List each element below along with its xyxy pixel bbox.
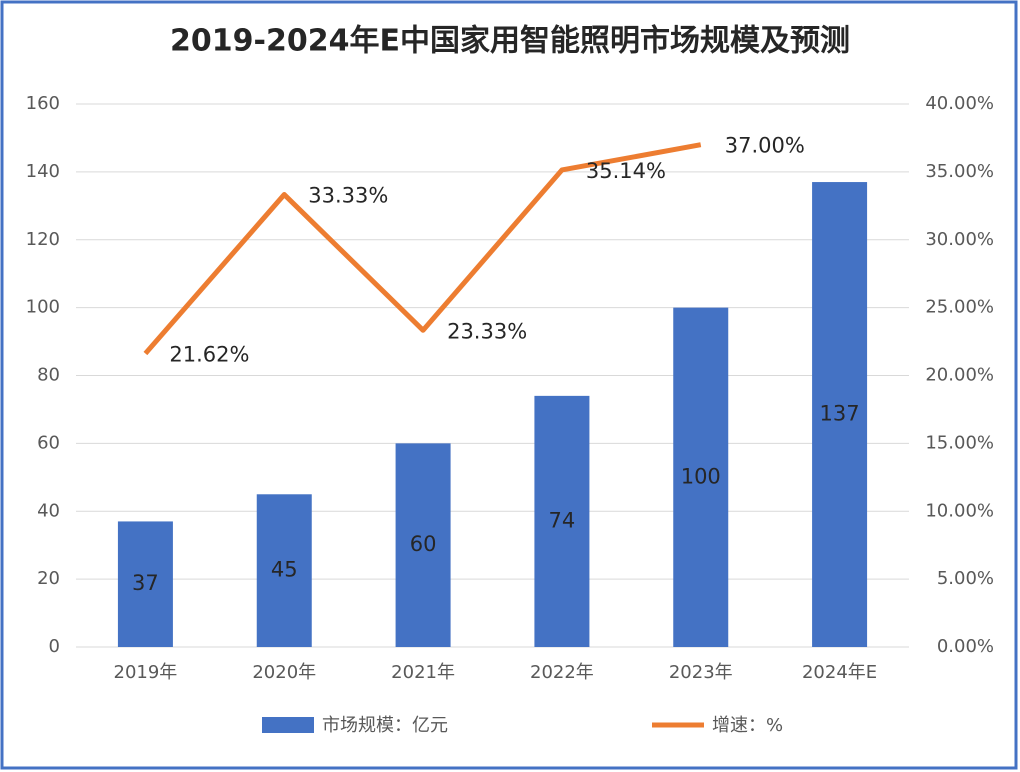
line-value-label: 35.14% [586, 159, 666, 183]
bar [673, 307, 729, 647]
y2-tick-label: 40.00% [925, 93, 994, 114]
bar-value-label: 60 [410, 532, 437, 556]
x-tick-label: 2021年 [391, 662, 455, 683]
line-value-label: 33.33% [308, 184, 388, 208]
y-tick-label: 80 [37, 365, 60, 386]
x-tick-label: 2022年 [530, 662, 594, 683]
legend-label: 增速：% [712, 715, 783, 736]
y-tick-label: 140 [26, 161, 60, 182]
x-tick-label: 2019年 [114, 662, 178, 683]
bar [812, 182, 868, 647]
bar-value-label: 37 [132, 571, 159, 595]
y-tick-label: 60 [37, 432, 60, 453]
y2-tick-label: 5.00% [937, 568, 994, 589]
line-value-label: 23.33% [447, 319, 527, 343]
y2-tick-label: 30.00% [925, 229, 994, 250]
y2-tick-label: 15.00% [925, 432, 994, 453]
bar-value-label: 74 [549, 508, 576, 532]
line-value-label: 37.00% [725, 134, 805, 158]
bar [534, 395, 590, 647]
legend-swatch [262, 717, 314, 733]
y-tick-label: 100 [26, 297, 60, 318]
y2-tick-label: 0.00% [937, 636, 994, 657]
line-value-label: 21.62% [169, 343, 249, 367]
bar [256, 494, 312, 647]
x-tick-label: 2020年 [252, 662, 316, 683]
y2-tick-label: 25.00% [925, 297, 994, 318]
y-tick-label: 0 [49, 636, 60, 657]
legend-label: 市场规模：亿元 [322, 715, 448, 736]
line [143, 142, 702, 356]
bar [117, 521, 173, 647]
y-tick-label: 160 [26, 93, 60, 114]
bar [395, 443, 451, 647]
chart-title: 2019-2024年E中国家用智能照明市场规模及预测 [170, 24, 850, 59]
bar-value-label: 45 [271, 558, 298, 582]
y-tick-label: 40 [37, 500, 60, 521]
y2-tick-label: 10.00% [925, 500, 994, 521]
y2-tick-label: 20.00% [925, 365, 994, 386]
y-tick-label: 20 [37, 568, 60, 589]
bar-value-label: 137 [820, 402, 860, 426]
x-tick-label: 2024年E [802, 662, 877, 683]
y2-tick-label: 35.00% [925, 161, 994, 182]
x-tick-label: 2023年 [669, 662, 733, 683]
y-tick-label: 120 [26, 229, 60, 250]
bar-value-label: 100 [681, 464, 721, 488]
